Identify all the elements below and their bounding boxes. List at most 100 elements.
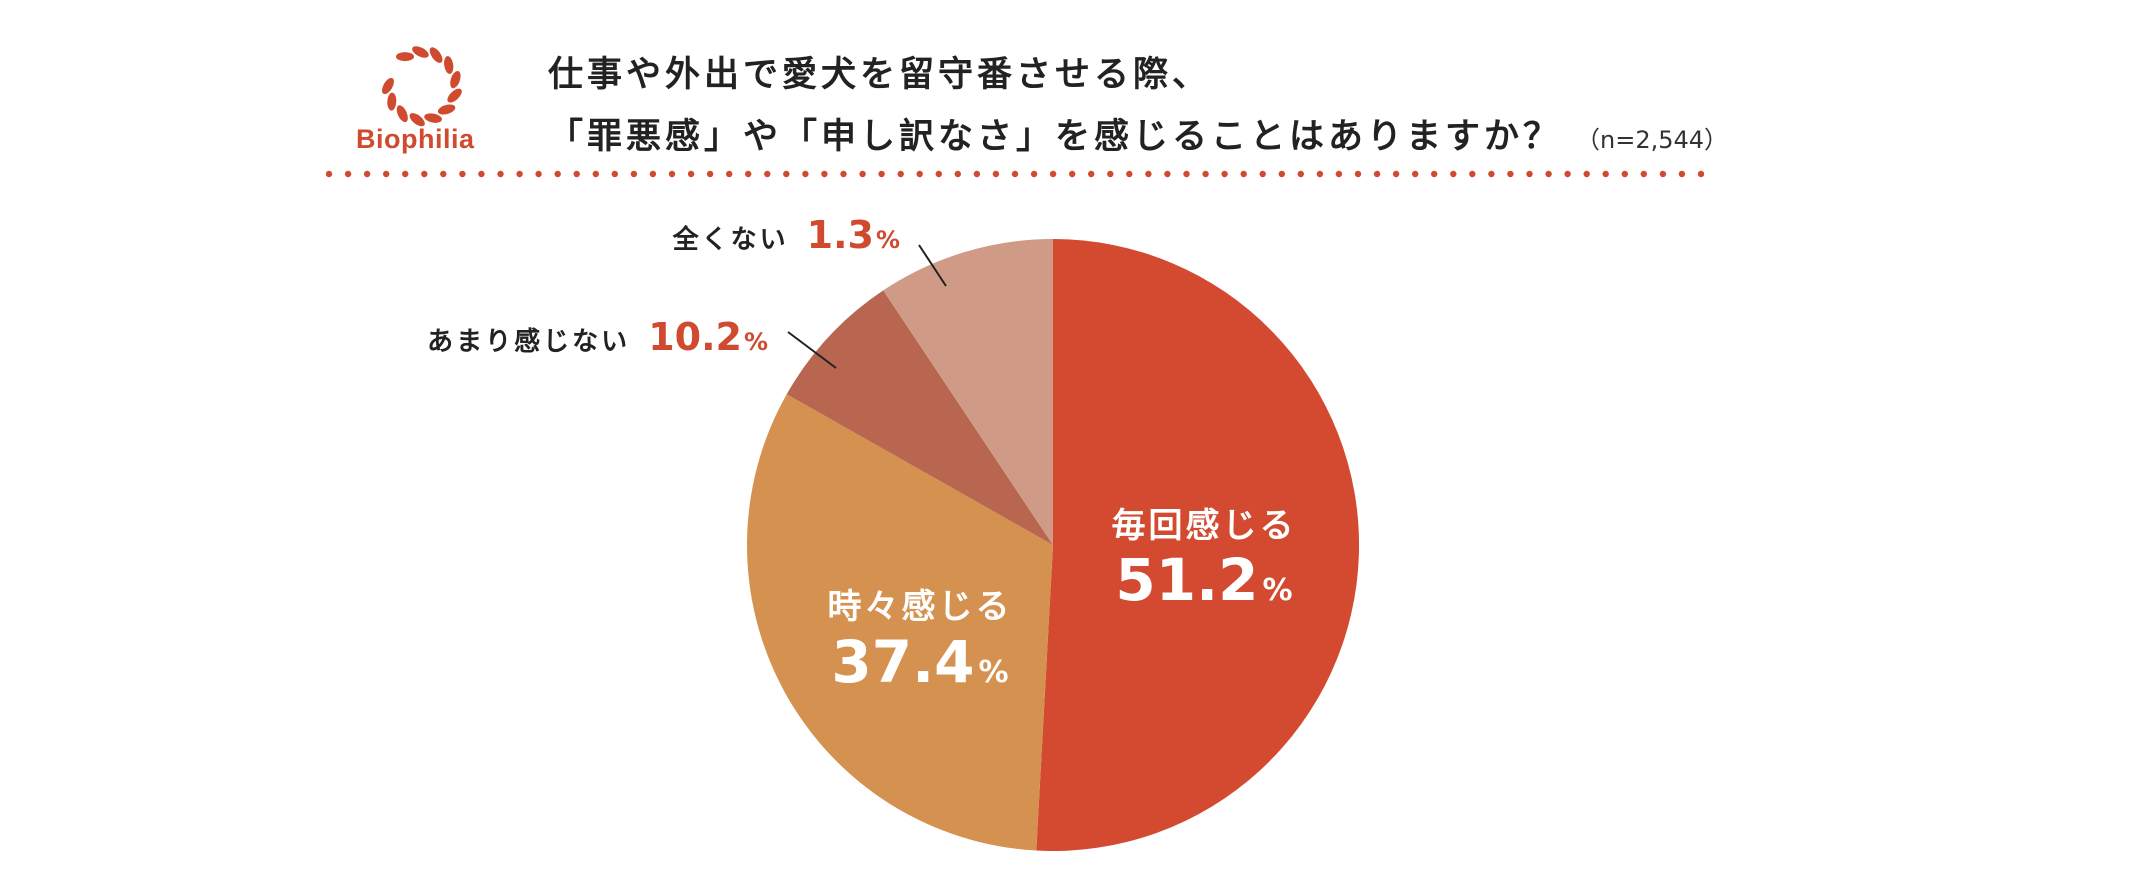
logo-leaf [450,70,461,89]
divider-dot [1450,170,1457,178]
divider-dot [573,170,580,178]
logo-leaf [396,52,414,62]
logo-leaf [447,88,462,103]
slice-annotation: あまり感じない 10.2% [427,315,768,359]
divider-dot [1202,170,1209,178]
divider-dot [706,170,714,178]
divider-dot [478,170,485,178]
divider-dot [821,170,828,178]
pie-slice [786,290,1053,545]
brand-logo-icon [382,46,462,127]
divider-dot [1259,170,1266,178]
divider-dot [344,170,352,178]
logo-leaf [396,105,408,123]
divider-dot [1088,170,1095,178]
divider-dot [402,170,409,178]
divider-dot [802,170,809,178]
divider-dot [1126,170,1133,178]
logo-leaf [429,47,443,63]
chart-title-line2: 「罪悪感」や「申し訳なさ」を感じることはありますか？ （n=2,544） [548,106,1728,171]
divider-dot [1316,170,1324,178]
slice-annotation: 全くない 1.3% [672,213,900,257]
divider-dot [1011,170,1019,178]
divider-dot [1564,170,1571,178]
divider-dot [1164,170,1171,178]
divider-dot [630,170,638,178]
logo-leaf [424,113,442,123]
chart-title: 仕事や外出で愛犬を留守番させる際、 「罪悪感」や「申し訳なさ」を感じることはあり… [548,44,1728,171]
divider-dot [1297,170,1304,178]
divider-dot [783,170,790,178]
logo-leaf [444,56,454,74]
divider-dot [1431,170,1438,178]
logo-leaf [409,113,425,127]
divider-dot [1678,170,1686,178]
leader-line [918,244,947,287]
chart-title-line2-text: 「罪悪感」や「申し訳なさ」を感じることはありますか？ [548,117,1563,157]
divider-dot [935,170,942,178]
divider-dot [1354,170,1362,178]
chart-title-line1: 仕事や外出で愛犬を留守番させる際、 [548,55,1212,95]
divider-dot [668,170,676,178]
divider-dot [326,170,333,178]
divider-dot [1507,170,1514,178]
divider-dot [1545,170,1552,178]
divider-dot [1583,170,1590,178]
leader-line [787,331,837,369]
divider-dot [840,170,847,178]
divider-dot [916,170,923,178]
divider-dot [1183,170,1190,178]
divider-dot [1107,170,1114,178]
slice-label: 毎回感じる [1112,506,1297,546]
divider-dot [516,170,523,178]
divider-dot [1488,170,1495,178]
divider-dot [745,170,752,178]
divider-dot [992,170,1000,178]
divider-dot [1469,170,1476,178]
divider-dot [421,170,428,178]
pie-slice [1036,239,1360,851]
divider-dot [1412,170,1419,178]
divider-dot [1621,170,1629,178]
divider-dot [973,170,981,178]
dotted-divider [326,170,1704,178]
logo-leaf [387,92,397,111]
divider-dot [859,170,866,178]
logo-leaf [382,77,394,95]
divider-dot [1030,170,1038,178]
divider-dot [764,170,771,178]
divider-dot [592,170,599,178]
divider-dot [1049,170,1057,178]
divider-dot [1240,170,1247,178]
sample-size-note: （n=2,544） [1576,126,1729,154]
slice-label: 時々感じる [828,587,1013,627]
divider-dot [363,170,371,178]
divider-dot [1526,170,1533,178]
logo-leaf [412,46,429,58]
divider-dot [459,170,466,178]
divider-dot [535,170,542,178]
divider-dot [649,170,657,178]
divider-dot [897,170,904,178]
pie-slice [883,239,1053,545]
divider-dot [440,170,447,178]
divider-dot [554,170,561,178]
divider-dot [1278,170,1285,178]
divider-dot [1335,170,1343,178]
divider-dot [726,170,733,178]
divider-dot [1659,170,1667,178]
divider-dot [1392,170,1400,178]
divider-dot [1221,170,1228,178]
divider-dot [1697,170,1704,178]
divider-dot [954,170,961,178]
divider-dot [1640,170,1648,178]
slice-value: 51.2% [1115,546,1292,614]
slice-value: 37.4% [831,628,1008,696]
logo-leaf [437,104,456,115]
divider-dot [497,170,504,178]
brand-logo-text: Biophilia [356,124,475,154]
divider-dot [383,170,390,178]
divider-dot [687,170,695,178]
divider-dot [1602,170,1609,178]
